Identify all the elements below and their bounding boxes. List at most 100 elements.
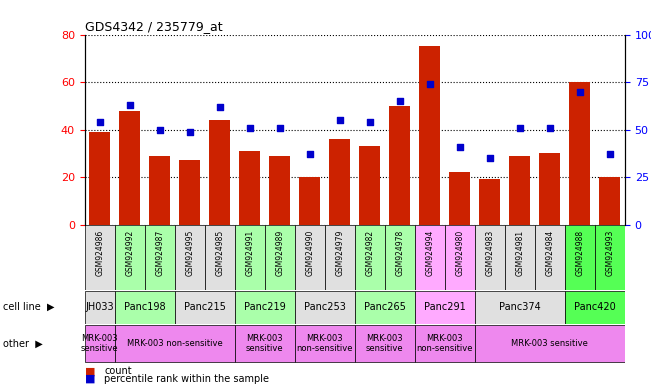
- Text: Panc198: Panc198: [124, 302, 165, 312]
- Bar: [115, 325, 235, 362]
- Point: [395, 98, 405, 104]
- Text: Panc215: Panc215: [184, 302, 226, 312]
- Point: [184, 128, 195, 134]
- Bar: [295, 291, 355, 324]
- Text: Panc374: Panc374: [499, 302, 541, 312]
- Text: MRK-003
non-sensitive: MRK-003 non-sensitive: [417, 334, 473, 353]
- Bar: [565, 291, 625, 324]
- Bar: [385, 225, 415, 290]
- Bar: [85, 325, 115, 362]
- Point: [515, 125, 525, 131]
- Bar: [475, 291, 565, 324]
- Bar: [299, 177, 320, 225]
- Point: [545, 125, 555, 131]
- Point: [245, 125, 255, 131]
- Bar: [329, 139, 350, 225]
- Point: [335, 117, 345, 123]
- Bar: [540, 153, 561, 225]
- Text: JH033: JH033: [85, 302, 114, 312]
- Bar: [174, 291, 235, 324]
- Text: ■: ■: [85, 374, 95, 384]
- Bar: [239, 151, 260, 225]
- Bar: [505, 225, 535, 290]
- Text: GSM924993: GSM924993: [605, 230, 615, 276]
- Text: MRK-003 non-sensitive: MRK-003 non-sensitive: [127, 339, 223, 348]
- Bar: [174, 225, 204, 290]
- Text: Panc253: Panc253: [304, 302, 346, 312]
- Bar: [89, 132, 110, 225]
- Text: Panc265: Panc265: [364, 302, 406, 312]
- Text: GSM924995: GSM924995: [185, 230, 194, 276]
- Text: GSM924981: GSM924981: [516, 230, 525, 276]
- Text: GSM924986: GSM924986: [95, 230, 104, 276]
- Bar: [445, 225, 475, 290]
- Bar: [509, 156, 531, 225]
- Bar: [359, 146, 380, 225]
- Text: GSM924990: GSM924990: [305, 230, 314, 276]
- Point: [454, 144, 465, 150]
- Bar: [265, 225, 295, 290]
- Bar: [209, 120, 230, 225]
- Bar: [355, 291, 415, 324]
- Bar: [119, 111, 140, 225]
- Bar: [565, 225, 595, 290]
- Bar: [415, 291, 475, 324]
- Text: GSM924994: GSM924994: [425, 230, 434, 276]
- Bar: [179, 161, 201, 225]
- Bar: [145, 225, 174, 290]
- Text: GSM924992: GSM924992: [125, 230, 134, 276]
- Bar: [389, 106, 410, 225]
- Bar: [415, 325, 475, 362]
- Text: GSM924989: GSM924989: [275, 230, 284, 276]
- Bar: [355, 325, 415, 362]
- Bar: [149, 156, 170, 225]
- Bar: [600, 177, 620, 225]
- Text: Panc219: Panc219: [244, 302, 286, 312]
- Bar: [235, 225, 265, 290]
- Text: GSM924984: GSM924984: [546, 230, 555, 276]
- Text: cell line  ▶: cell line ▶: [3, 302, 55, 312]
- Bar: [355, 225, 385, 290]
- Bar: [295, 325, 355, 362]
- Text: GSM924983: GSM924983: [486, 230, 494, 276]
- Point: [365, 119, 375, 125]
- Point: [275, 125, 285, 131]
- Point: [124, 102, 135, 108]
- Bar: [570, 82, 590, 225]
- Point: [305, 151, 315, 157]
- Text: MRK-003
sensitive: MRK-003 sensitive: [246, 334, 284, 353]
- Text: MRK-003
non-sensitive: MRK-003 non-sensitive: [296, 334, 353, 353]
- Text: GSM924982: GSM924982: [365, 230, 374, 276]
- Text: MRK-003 sensitive: MRK-003 sensitive: [512, 339, 589, 348]
- Text: percentile rank within the sample: percentile rank within the sample: [104, 374, 269, 384]
- Point: [575, 89, 585, 95]
- Bar: [270, 156, 290, 225]
- Text: GSM924991: GSM924991: [245, 230, 255, 276]
- Bar: [85, 291, 115, 324]
- Bar: [115, 225, 145, 290]
- Bar: [325, 225, 355, 290]
- Bar: [475, 325, 625, 362]
- Bar: [449, 172, 471, 225]
- Bar: [204, 225, 235, 290]
- Text: GSM924988: GSM924988: [575, 230, 585, 276]
- Bar: [535, 225, 565, 290]
- Point: [94, 119, 105, 125]
- Bar: [85, 225, 115, 290]
- Text: GSM924979: GSM924979: [335, 230, 344, 276]
- Bar: [479, 179, 501, 225]
- Text: count: count: [104, 366, 132, 376]
- Text: ■: ■: [85, 366, 95, 376]
- Text: MRK-003
sensitive: MRK-003 sensitive: [81, 334, 118, 353]
- Text: GDS4342 / 235779_at: GDS4342 / 235779_at: [85, 20, 222, 33]
- Text: Panc420: Panc420: [574, 302, 616, 312]
- Point: [214, 104, 225, 110]
- Text: GSM924985: GSM924985: [215, 230, 224, 276]
- Bar: [235, 325, 295, 362]
- Bar: [235, 291, 295, 324]
- Text: GSM924980: GSM924980: [455, 230, 464, 276]
- Point: [484, 155, 495, 161]
- Point: [154, 127, 165, 133]
- Bar: [295, 225, 325, 290]
- Bar: [115, 291, 174, 324]
